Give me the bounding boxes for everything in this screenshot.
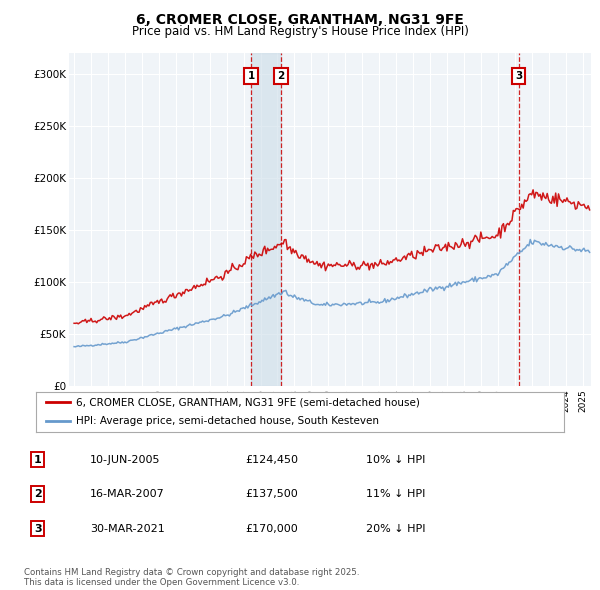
Text: 3: 3 <box>515 71 523 81</box>
Text: 6, CROMER CLOSE, GRANTHAM, NG31 9FE: 6, CROMER CLOSE, GRANTHAM, NG31 9FE <box>136 13 464 27</box>
Text: 3: 3 <box>34 524 41 533</box>
Text: Price paid vs. HM Land Registry's House Price Index (HPI): Price paid vs. HM Land Registry's House … <box>131 25 469 38</box>
Text: Contains HM Land Registry data © Crown copyright and database right 2025.
This d: Contains HM Land Registry data © Crown c… <box>24 568 359 587</box>
Text: £137,500: £137,500 <box>245 489 298 499</box>
Text: 6, CROMER CLOSE, GRANTHAM, NG31 9FE (semi-detached house): 6, CROMER CLOSE, GRANTHAM, NG31 9FE (sem… <box>76 397 419 407</box>
Text: 16-MAR-2007: 16-MAR-2007 <box>90 489 165 499</box>
Text: HPI: Average price, semi-detached house, South Kesteven: HPI: Average price, semi-detached house,… <box>76 417 379 427</box>
Text: 2: 2 <box>277 71 284 81</box>
Text: £124,450: £124,450 <box>245 455 298 464</box>
Text: 2: 2 <box>34 489 41 499</box>
Text: 11% ↓ HPI: 11% ↓ HPI <box>366 489 425 499</box>
Text: 10-JUN-2005: 10-JUN-2005 <box>90 455 161 464</box>
Text: 1: 1 <box>34 455 41 464</box>
Bar <box>251 53 281 386</box>
Text: 30-MAR-2021: 30-MAR-2021 <box>90 524 165 533</box>
Text: 1: 1 <box>247 71 254 81</box>
Text: £170,000: £170,000 <box>245 524 298 533</box>
Text: 20% ↓ HPI: 20% ↓ HPI <box>366 524 426 533</box>
Text: 10% ↓ HPI: 10% ↓ HPI <box>366 455 425 464</box>
